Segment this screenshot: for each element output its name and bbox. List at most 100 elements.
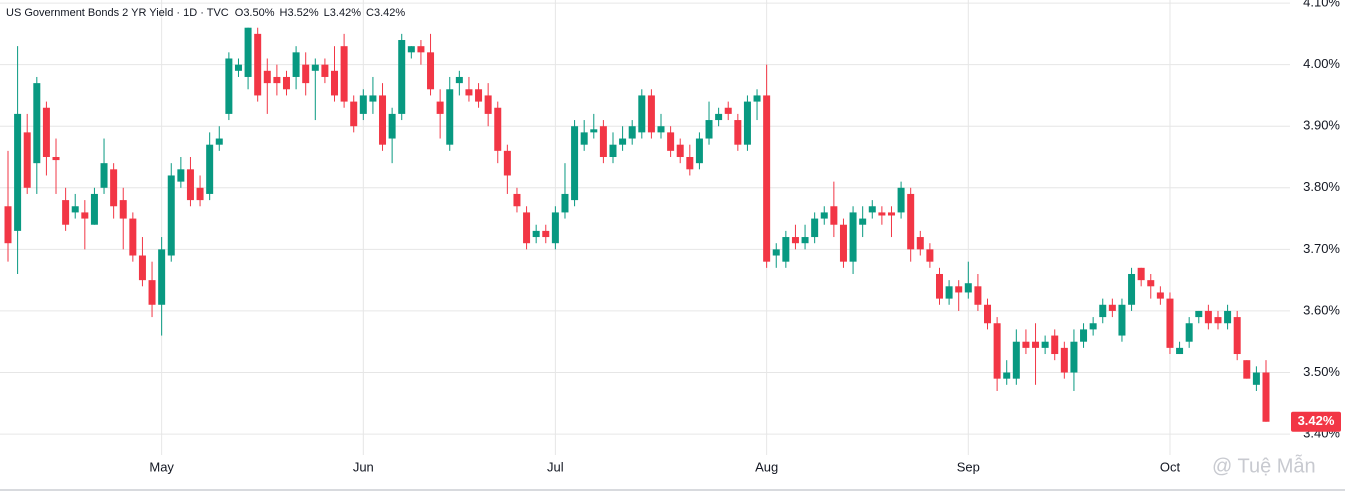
candle-body: [1012, 341, 1020, 379]
candle-body: [455, 76, 463, 84]
candle-body: [148, 280, 156, 305]
candle-body: [647, 95, 655, 133]
candle-body: [926, 249, 934, 262]
candle-body: [138, 255, 146, 281]
candle-body: [955, 286, 963, 293]
ohlc-value: 3.50%: [243, 7, 274, 19]
candle-body: [1070, 341, 1078, 373]
candle-body: [859, 218, 867, 225]
candle-body: [743, 101, 751, 145]
x-tick-label: Aug: [755, 459, 778, 474]
candle-body: [446, 89, 454, 145]
ohlc-key: H: [280, 7, 288, 19]
ohlc-key: C: [366, 7, 374, 19]
candle-body: [868, 206, 876, 213]
y-tick-label: 3.60%: [1303, 302, 1340, 317]
candle-body: [494, 107, 502, 151]
candle-body: [484, 95, 492, 114]
candle-body: [532, 230, 540, 238]
candle-body: [782, 237, 790, 262]
candle-body: [523, 212, 531, 244]
candle-body: [1195, 310, 1203, 318]
candle-body: [753, 95, 761, 102]
candle-body: [388, 113, 396, 139]
watermark: @ Tuệ Mẫn: [1212, 454, 1316, 477]
candle-body: [1224, 310, 1232, 324]
candle-body: [427, 52, 435, 90]
candle-body: [667, 132, 675, 151]
candle-body: [1156, 292, 1164, 299]
candle-body: [475, 89, 483, 102]
candle-body: [225, 58, 233, 114]
candle-body: [724, 107, 732, 114]
candle-body: [244, 27, 252, 77]
y-tick-label: 3.50%: [1303, 364, 1340, 379]
candle-body: [878, 212, 886, 216]
candle-body: [1214, 317, 1222, 324]
candle-body: [234, 64, 242, 71]
candle-body: [734, 120, 742, 145]
candle-body: [974, 286, 982, 305]
candle-body: [849, 212, 857, 262]
candle-body: [503, 150, 511, 176]
candle-body: [1022, 341, 1030, 348]
candle-body: [186, 169, 194, 201]
candle-body: [763, 95, 771, 262]
candle-body: [811, 218, 819, 238]
candle-body: [273, 76, 281, 84]
candle-body: [62, 200, 70, 225]
candle-body: [628, 126, 636, 139]
candle-body: [1233, 317, 1241, 355]
ohlc-value: 3.52%: [287, 7, 318, 19]
y-tick-label: 3.90%: [1303, 118, 1340, 133]
candle-body: [379, 95, 387, 145]
candle-body: [52, 157, 60, 161]
candle-body: [542, 230, 550, 238]
candle-body: [369, 95, 377, 102]
candle-body: [436, 101, 444, 114]
candle-body: [984, 304, 992, 324]
candle-body: [839, 224, 847, 262]
candle-body: [1099, 304, 1107, 318]
candle-body: [561, 193, 569, 213]
candle-body: [1204, 310, 1212, 324]
candle-body: [71, 206, 79, 213]
candle-body: [907, 193, 915, 250]
candle-body: [254, 33, 262, 96]
candle-body: [580, 132, 588, 145]
ohlc-value: 3.42%: [374, 7, 405, 19]
candle-body: [638, 95, 646, 133]
candle-body: [945, 286, 953, 299]
candle-body: [359, 95, 367, 114]
candle-body: [1128, 273, 1136, 305]
y-tick-label: 4.00%: [1303, 56, 1340, 71]
candle-body: [935, 273, 943, 299]
ohlc-key: O: [235, 7, 244, 19]
candle-body: [350, 101, 358, 127]
candle-body: [167, 175, 175, 256]
candle-body: [42, 107, 50, 158]
x-tick-label: Jul: [547, 459, 564, 474]
candle-body: [177, 169, 185, 182]
candle-body: [657, 126, 665, 133]
candle-body: [196, 187, 204, 201]
candle-body: [14, 113, 22, 231]
candles: [4, 27, 1270, 422]
candle-body: [772, 249, 780, 256]
ohlc-value: 3.42%: [330, 7, 361, 19]
candle-body: [1108, 304, 1116, 311]
candle-body: [513, 193, 521, 207]
candle-body: [1032, 341, 1040, 348]
chart-title: US Government Bonds 2 YR Yield · 1D · TV…: [6, 7, 229, 19]
candle-body: [1080, 329, 1088, 342]
candle-body: [715, 113, 723, 121]
candle-body: [705, 120, 713, 139]
candle-body: [33, 83, 41, 164]
candle-body: [599, 126, 607, 158]
candle-body: [417, 46, 425, 53]
candle-body: [820, 212, 828, 219]
candle-body: [398, 40, 406, 114]
candle-body: [551, 212, 559, 244]
